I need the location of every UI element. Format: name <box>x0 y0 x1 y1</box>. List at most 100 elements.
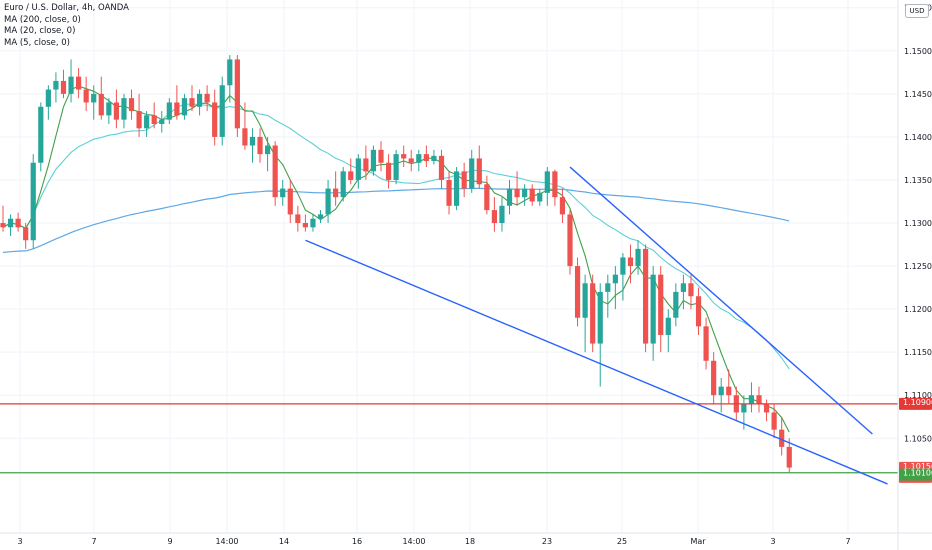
candle-body[interactable] <box>302 223 308 228</box>
candle-body[interactable] <box>30 162 36 241</box>
candle-body[interactable] <box>272 145 278 198</box>
candle-body[interactable] <box>234 59 240 129</box>
candle-body[interactable] <box>189 98 195 107</box>
candle-body[interactable] <box>249 136 256 146</box>
candle-body[interactable] <box>711 360 717 396</box>
candle-body[interactable] <box>741 403 747 413</box>
candle-body[interactable] <box>166 102 172 120</box>
candle-body[interactable] <box>491 210 497 224</box>
channel-lower-line[interactable] <box>305 239 888 485</box>
candle-body[interactable] <box>726 386 732 396</box>
candle-body[interactable] <box>68 76 74 94</box>
candle-body[interactable] <box>522 188 528 198</box>
candle-body[interactable] <box>771 412 777 430</box>
candle-body[interactable] <box>763 403 770 413</box>
currency-button[interactable]: USD <box>905 4 929 18</box>
candle-body[interactable] <box>128 98 135 112</box>
candle-body[interactable] <box>45 89 51 107</box>
candle-body[interactable] <box>605 283 611 292</box>
candle-body[interactable] <box>650 274 656 344</box>
candle-body[interactable] <box>333 188 339 198</box>
channel-upper-line[interactable] <box>569 166 873 435</box>
candle-body[interactable] <box>695 296 702 327</box>
candle-body[interactable] <box>620 257 626 275</box>
candle-body[interactable] <box>582 283 588 318</box>
candle-body[interactable] <box>0 223 6 228</box>
candle-body[interactable] <box>121 98 127 120</box>
candle-body[interactable] <box>159 119 165 124</box>
candle-body[interactable] <box>786 446 792 468</box>
candle-body[interactable] <box>7 218 14 228</box>
candle-body[interactable] <box>597 291 603 344</box>
candle-body[interactable] <box>756 395 762 404</box>
candle-body[interactable] <box>196 93 203 107</box>
candle-body[interactable] <box>627 257 634 267</box>
candle-body[interactable] <box>635 248 641 267</box>
candle-body[interactable] <box>151 115 157 124</box>
candle-body[interactable] <box>98 93 104 116</box>
candle-body[interactable] <box>529 188 535 202</box>
candle-body[interactable] <box>265 145 271 155</box>
candle-body[interactable] <box>748 395 755 404</box>
candle-body[interactable] <box>499 205 505 224</box>
ma20-legend-label[interactable]: MA (20, close, 0) <box>4 26 76 36</box>
candle-body[interactable] <box>559 197 566 215</box>
candle-body[interactable] <box>446 179 452 206</box>
candle-body[interactable] <box>295 214 301 224</box>
candle-body[interactable] <box>91 93 97 103</box>
candle-body[interactable] <box>438 155 445 180</box>
candle-body[interactable] <box>680 283 686 292</box>
candle-body[interactable] <box>416 154 422 163</box>
candle-body[interactable] <box>174 102 180 116</box>
candle-body[interactable] <box>643 248 649 344</box>
candle-body[interactable] <box>612 274 618 284</box>
candle-body[interactable] <box>355 158 361 180</box>
candle-body[interactable] <box>665 317 671 335</box>
candle-body[interactable] <box>204 93 210 103</box>
candle-body[interactable] <box>401 154 407 159</box>
candle-body[interactable] <box>219 85 225 137</box>
candle-body[interactable] <box>461 171 467 189</box>
candle-body[interactable] <box>574 266 581 318</box>
candle-body[interactable] <box>325 188 331 215</box>
candle-body[interactable] <box>718 386 724 396</box>
candle-body[interactable] <box>393 154 399 180</box>
candle-body[interactable] <box>144 115 150 129</box>
candle-body[interactable] <box>348 171 354 180</box>
candle-body[interactable] <box>136 111 142 129</box>
candle-body[interactable] <box>23 227 29 241</box>
candle-body[interactable] <box>544 171 550 193</box>
candle-body[interactable] <box>779 429 785 447</box>
candle-body[interactable] <box>212 102 218 137</box>
candle-body[interactable] <box>60 80 67 94</box>
candle-body[interactable] <box>537 192 543 202</box>
candle-body[interactable] <box>385 162 392 180</box>
candle-body[interactable] <box>590 283 596 344</box>
candle-body[interactable] <box>15 218 21 228</box>
candle-body[interactable] <box>408 158 414 163</box>
candle-body[interactable] <box>242 128 248 146</box>
candle-body[interactable] <box>53 80 59 90</box>
candle-body[interactable] <box>370 149 377 172</box>
candle-body[interactable] <box>113 102 119 120</box>
candle-body[interactable] <box>280 188 286 198</box>
candle-body[interactable] <box>506 188 513 206</box>
candle-body[interactable] <box>658 274 664 335</box>
candle-body[interactable] <box>703 326 709 361</box>
candle-body[interactable] <box>106 102 112 116</box>
candle-body[interactable] <box>423 154 429 162</box>
candle-body[interactable] <box>552 171 558 198</box>
candle-body[interactable] <box>484 184 490 211</box>
candle-body[interactable] <box>76 76 82 90</box>
candle-body[interactable] <box>688 283 694 297</box>
candle-body[interactable] <box>378 149 384 163</box>
ma200-legend-label[interactable]: MA (200, close, 0) <box>4 14 81 25</box>
candle-body[interactable] <box>363 158 369 172</box>
candle-body[interactable] <box>673 291 679 318</box>
candle-body[interactable] <box>454 171 460 206</box>
candle-body[interactable] <box>287 188 293 215</box>
candle-body[interactable] <box>340 171 346 198</box>
candle-body[interactable] <box>317 214 324 219</box>
candle-body[interactable] <box>38 106 44 163</box>
